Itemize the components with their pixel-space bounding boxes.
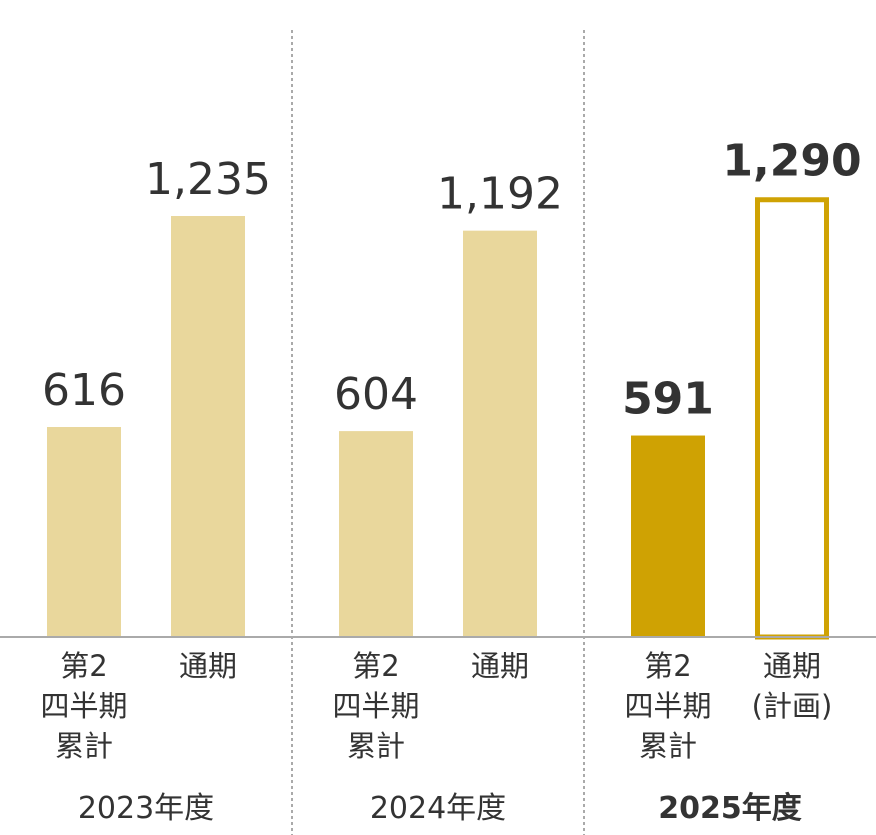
category-label: 四半期 (624, 689, 711, 723)
category-label: 四半期 (40, 689, 127, 723)
category-label: 第2 (352, 649, 399, 683)
category-label: 累計 (639, 729, 697, 763)
category-label: 第2 (644, 649, 691, 683)
year-label: 2024年度 (370, 791, 506, 826)
bar (339, 431, 413, 637)
data-label: 1,235 (145, 154, 271, 205)
category-label: 通期 (763, 649, 821, 683)
category-label: 累計 (347, 729, 405, 763)
data-label: 604 (334, 369, 418, 420)
bar (463, 230, 537, 637)
category-label: (計画) (752, 689, 833, 723)
category-label: 第2 (60, 649, 107, 683)
data-label: 616 (42, 365, 126, 416)
year-label: 2025年度 (658, 791, 802, 826)
category-label: 累計 (55, 729, 113, 763)
category-label: 四半期 (332, 689, 419, 723)
bar (755, 197, 829, 640)
data-label: 591 (622, 374, 714, 425)
bar (47, 427, 121, 637)
data-label: 1,290 (722, 135, 861, 186)
bar (631, 435, 705, 637)
data-label: 1,192 (437, 169, 563, 220)
year-label: 2023年度 (78, 791, 214, 826)
bar (171, 216, 245, 637)
category-label: 通期 (471, 649, 529, 683)
category-label: 通期 (179, 649, 237, 683)
